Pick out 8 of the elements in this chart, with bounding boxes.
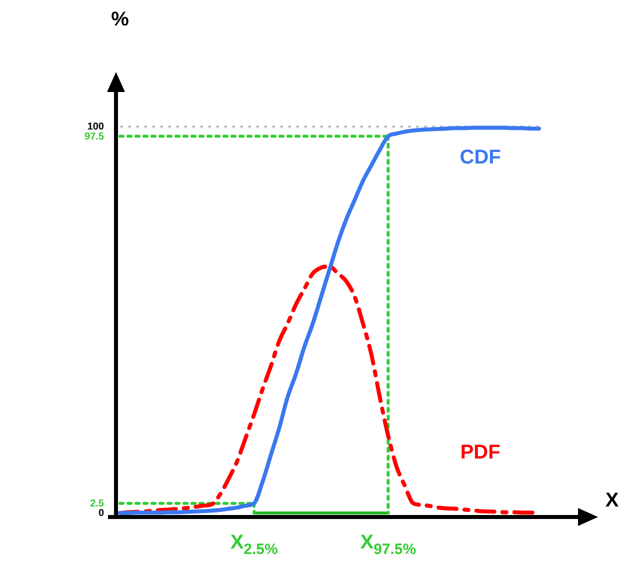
y-tick-label: 0 bbox=[98, 508, 104, 519]
x-axis-title: X bbox=[605, 490, 620, 512]
y-tick-label: 97.5 bbox=[84, 131, 104, 142]
y-tick-label: 2.5 bbox=[90, 498, 104, 510]
text: PDF bbox=[460, 442, 500, 464]
y-tick-label: 100 bbox=[87, 122, 104, 133]
series-label: CDF bbox=[460, 146, 501, 168]
y-axis-title: % bbox=[111, 8, 130, 31]
